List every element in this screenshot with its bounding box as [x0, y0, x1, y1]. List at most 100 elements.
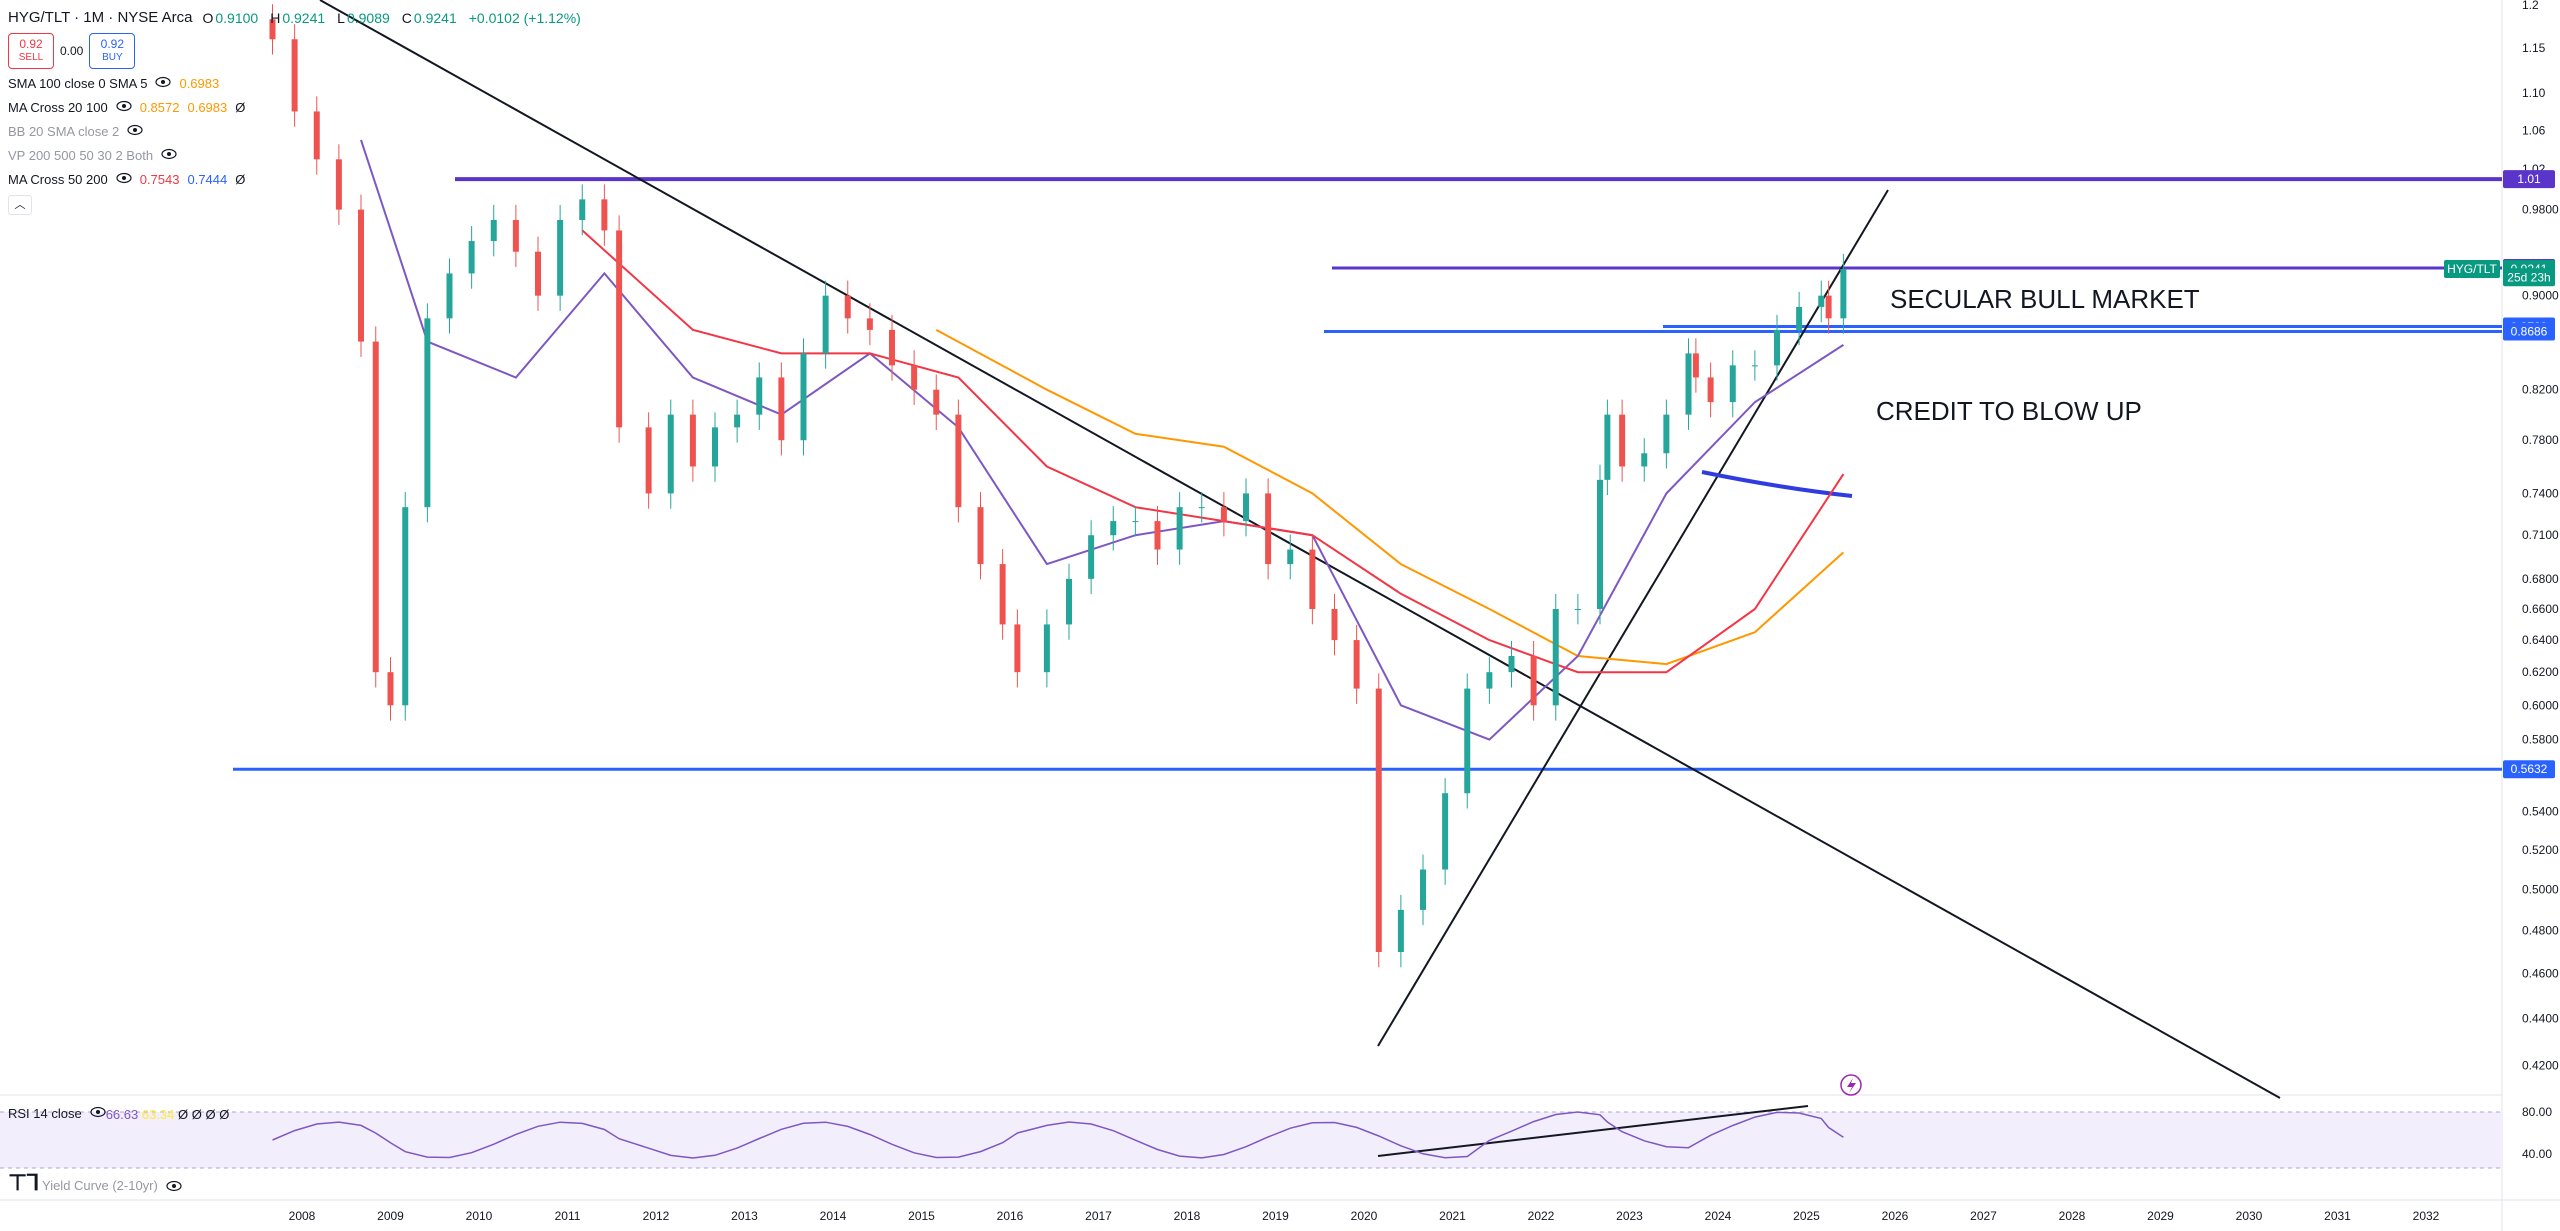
- rsi-line: [272, 1111, 1844, 1159]
- indicator-name: MA Cross 50 200: [8, 172, 108, 187]
- ma-series-line: [581, 229, 1845, 674]
- buy-button[interactable]: 0.92 BUY: [89, 33, 136, 69]
- candle: [1552, 593, 1559, 721]
- price-tick-label: 1.10: [2522, 86, 2546, 100]
- price-badge-label: 0.5632: [2511, 762, 2548, 776]
- candle: [579, 184, 586, 236]
- rsi-value: 66.63: [105, 1107, 142, 1122]
- ohlc-high: H 0.9241: [270, 10, 326, 26]
- indicator-row[interactable]: VP 200 500 50 30 2 Both: [8, 144, 583, 168]
- time-tick-label: 2024: [1705, 1209, 1732, 1223]
- candle: [1685, 338, 1692, 430]
- candle: [712, 412, 718, 482]
- candle-body: [933, 389, 940, 415]
- time-tick-label: 2011: [555, 1209, 581, 1223]
- indicator-row[interactable]: MA Cross 20 100 0.8572 0.6983 Ø: [8, 96, 583, 120]
- price-tick-label: 0.6800: [2522, 572, 2559, 586]
- eye-icon[interactable]: [90, 1106, 106, 1122]
- candle: [468, 225, 475, 289]
- candle-body: [844, 295, 851, 319]
- rsi-tick-label: 80.00: [2522, 1105, 2552, 1119]
- indicator-row[interactable]: MA Cross 50 200 0.7543 0.7444 Ø: [8, 168, 583, 192]
- candle: [490, 204, 497, 257]
- candle: [1840, 253, 1847, 334]
- indicator-row[interactable]: SMA 100 close 0 SMA 5 0.6983: [8, 72, 583, 96]
- eye-icon[interactable]: [161, 144, 177, 168]
- time-tick-label: 2029: [2147, 1209, 2174, 1223]
- eye-icon[interactable]: [155, 72, 172, 96]
- candle: [1088, 520, 1095, 595]
- trade-panel: 0.92 SELL 0.00 0.92 BUY: [8, 32, 583, 70]
- candle: [778, 362, 785, 456]
- ma-series-line: [935, 329, 1845, 666]
- candle-body: [1818, 295, 1825, 307]
- chevron-up-icon: ︿: [14, 199, 26, 211]
- candle-body: [1552, 609, 1559, 706]
- price-tick-label: 0.7100: [2522, 528, 2559, 542]
- price-tick-label: 1.06: [2522, 123, 2546, 137]
- candle-body: [1442, 793, 1449, 870]
- rsi-title[interactable]: RSI 14 close: [8, 1106, 82, 1121]
- symbol-title[interactable]: HYG/TLT · 1M · NYSE Arca: [8, 9, 193, 26]
- candle-body: [1729, 365, 1736, 403]
- time-tick-label: 2022: [1528, 1209, 1555, 1223]
- candle-body: [1243, 493, 1249, 522]
- eye-icon[interactable]: [127, 120, 143, 144]
- indicator-value: 0.6983: [187, 100, 228, 115]
- candle-body: [889, 329, 895, 366]
- candle: [1066, 563, 1072, 640]
- rsi-values: 66.63 63.34 Ø Ø Ø Ø: [90, 1105, 229, 1122]
- candle-body: [756, 377, 763, 415]
- price-tick-label: 0.9800: [2522, 203, 2559, 217]
- ohlc-change: +0.0102 (+1.12%): [468, 10, 581, 26]
- price-badge: [2503, 760, 2555, 779]
- time-tick-label: 2021: [1439, 1209, 1466, 1223]
- candle-body: [372, 341, 379, 673]
- indicator-list: SMA 100 close 0 SMA 5 0.6983 MA Cross 20 1…: [8, 72, 583, 192]
- time-tick-label: 2018: [1174, 1209, 1201, 1223]
- time-tick-label: 2026: [1882, 1209, 1909, 1223]
- candle: [889, 314, 895, 381]
- indicator-row[interactable]: BB 20 SMA close 2: [8, 120, 583, 144]
- candle: [1331, 593, 1338, 656]
- candle: [1774, 314, 1780, 381]
- time-tick-label: 2009: [377, 1209, 404, 1223]
- candle: [1707, 362, 1714, 418]
- annotation-credit: CREDIT TO BLOW UP: [1876, 396, 2142, 426]
- eye-icon[interactable]: [116, 168, 132, 192]
- time-tick-label: 2019: [1262, 1209, 1289, 1223]
- candle-body: [1043, 624, 1050, 673]
- collapse-legend-button[interactable]: ︿: [8, 195, 32, 215]
- rsi-tick-label: 40.00: [2522, 1147, 2552, 1161]
- candle-body: [1331, 609, 1338, 641]
- candle: [1825, 280, 1832, 334]
- yield-curve-title[interactable]: Yield Curve (2-10yr): [42, 1178, 158, 1193]
- symbol-header: HYG/TLT · 1M · NYSE Arca O 0.9100 H 0.9241…: [8, 6, 583, 30]
- price-badge-label: 0.8686: [2511, 325, 2548, 339]
- time-tick-label: 2016: [997, 1209, 1024, 1223]
- candle: [1530, 640, 1537, 721]
- candle: [1604, 399, 1611, 496]
- spread-value: 0.00: [60, 44, 84, 58]
- candle: [358, 194, 364, 357]
- candle: [1663, 399, 1670, 469]
- candle-body: [291, 39, 298, 112]
- time-tick-label: 2020: [1351, 1209, 1378, 1223]
- candle: [645, 412, 652, 509]
- candle-body: [1619, 414, 1626, 467]
- rsi-value: Ø: [178, 1107, 192, 1122]
- candle-body: [999, 564, 1006, 625]
- eye-icon[interactable]: [116, 96, 132, 120]
- candle: [933, 374, 940, 430]
- candle-body: [1574, 609, 1581, 611]
- price-badge-label: 1.01: [2517, 172, 2541, 186]
- ohlc-open: O 0.9100: [202, 10, 259, 26]
- candle-body: [579, 199, 586, 220]
- indicator-name: BB 20 SMA close 2: [8, 124, 120, 139]
- sell-button[interactable]: 0.92 SELL: [8, 33, 54, 69]
- candle-body: [822, 295, 829, 354]
- candle: [387, 657, 394, 721]
- candle: [424, 303, 431, 523]
- eye-icon[interactable]: [166, 1179, 182, 1193]
